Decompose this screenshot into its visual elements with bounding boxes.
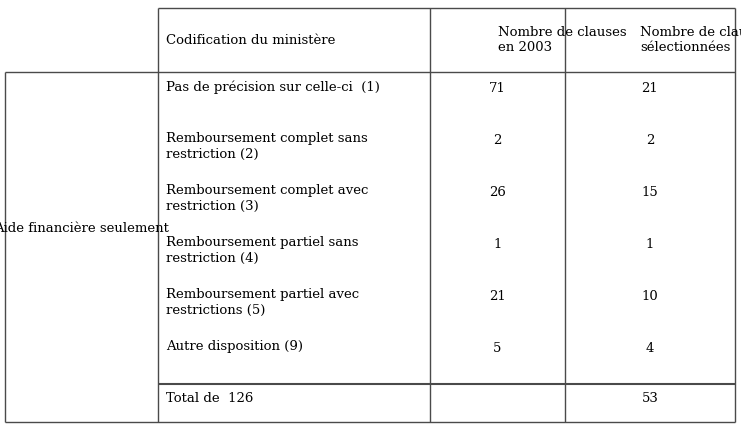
Text: Remboursement partiel avec
restrictions (5): Remboursement partiel avec restrictions … [166,288,359,317]
Text: 2: 2 [494,134,502,147]
Text: Remboursement complet avec
restriction (3): Remboursement complet avec restriction (… [166,184,368,213]
Text: 21: 21 [489,290,506,303]
Text: 5: 5 [494,342,502,355]
Text: Autre disposition (9): Autre disposition (9) [166,340,303,353]
Text: 4: 4 [646,342,654,355]
Text: 21: 21 [642,82,658,95]
Text: 2: 2 [646,134,654,147]
Text: 15: 15 [642,186,658,199]
Text: Remboursement partiel sans
restriction (4): Remboursement partiel sans restriction (… [166,236,359,265]
Text: 1: 1 [646,238,654,251]
Text: Aide financière seulement: Aide financière seulement [0,221,169,234]
Text: Nombre de clauses
sélectionnées: Nombre de clauses sélectionnées [640,26,741,54]
Text: 1: 1 [494,238,502,251]
Text: Total de  126: Total de 126 [166,392,253,405]
Text: Nombre de clauses
en 2003: Nombre de clauses en 2003 [497,26,626,54]
Text: Codification du ministère: Codification du ministère [166,33,336,46]
Text: 71: 71 [489,82,506,95]
Text: 26: 26 [489,186,506,199]
Text: Pas de précision sur celle-ci  (1): Pas de précision sur celle-ci (1) [166,80,380,93]
Text: Remboursement complet sans
restriction (2): Remboursement complet sans restriction (… [166,132,368,161]
Text: 53: 53 [642,392,659,405]
Text: 10: 10 [642,290,658,303]
